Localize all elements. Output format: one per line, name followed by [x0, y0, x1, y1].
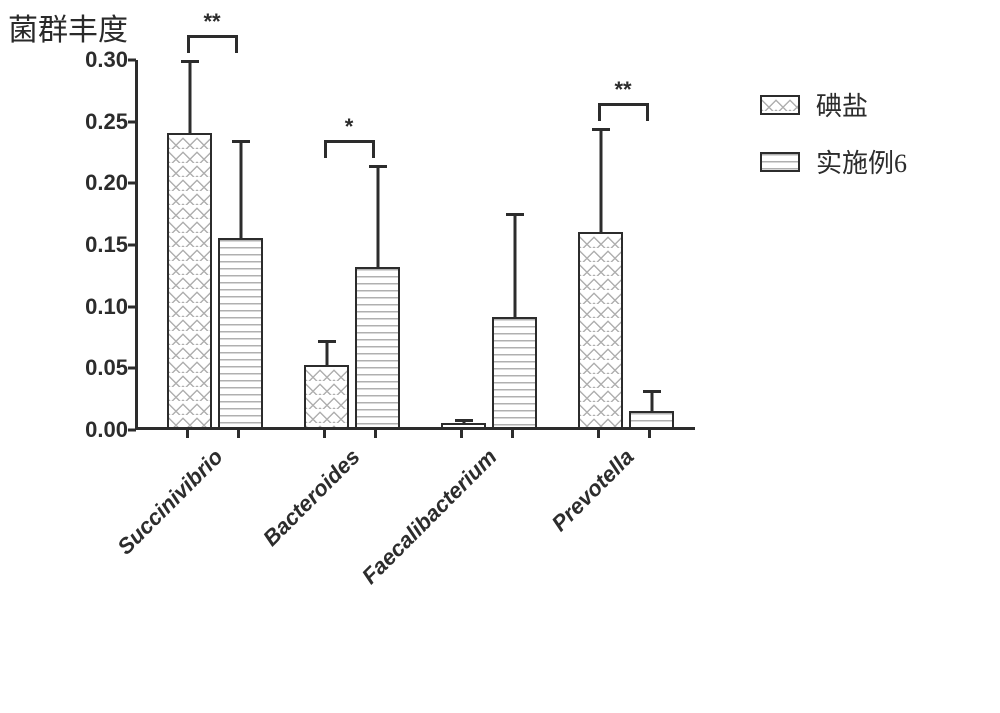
error-bar	[188, 62, 191, 134]
error-bar	[513, 215, 516, 317]
y-tick-mark	[128, 244, 136, 247]
significance-label: **	[614, 77, 631, 103]
significance-bracket	[187, 35, 238, 53]
error-bar	[325, 342, 328, 365]
bar-lines	[629, 411, 674, 427]
error-bar	[599, 130, 602, 232]
bar-cross	[578, 232, 623, 427]
legend-swatch	[760, 152, 800, 172]
x-tick-mark	[237, 430, 240, 438]
y-tick-label: 0.25	[70, 109, 128, 135]
bar-cross	[167, 133, 212, 427]
significance-bracket	[324, 140, 375, 158]
bar-lines	[355, 267, 400, 427]
x-tick-mark	[186, 430, 189, 438]
y-tick-label: 0.20	[70, 170, 128, 196]
bar-lines	[492, 317, 537, 427]
y-tick-mark	[128, 120, 136, 123]
error-bar	[376, 167, 379, 267]
error-cap	[455, 419, 473, 422]
significance-bracket	[598, 103, 649, 121]
x-tick-mark	[374, 430, 377, 438]
error-bar	[650, 392, 653, 411]
legend-item: 实施例6	[760, 143, 907, 180]
bar-cross	[304, 365, 349, 427]
legend-label: 实施例6	[816, 143, 907, 180]
significance-label: *	[345, 114, 354, 140]
y-tick-mark	[128, 305, 136, 308]
error-cap	[506, 213, 524, 216]
y-tick-label: 0.05	[70, 355, 128, 381]
error-cap	[318, 340, 336, 343]
x-tick-mark	[511, 430, 514, 438]
x-tick-label: Bacteroides	[347, 444, 365, 462]
error-cap	[232, 140, 250, 143]
legend-swatch	[760, 95, 800, 115]
legend: 碘盐实施例6	[760, 86, 907, 200]
y-tick-label: 0.15	[70, 232, 128, 258]
significance-label: **	[203, 9, 220, 35]
x-tick-label: Faecalibacterium	[484, 444, 502, 462]
x-tick-label: Succinivibrio	[210, 444, 228, 462]
x-tick-mark	[323, 430, 326, 438]
x-tick-mark	[648, 430, 651, 438]
error-cap	[369, 165, 387, 168]
y-tick-label: 0.30	[70, 47, 128, 73]
error-cap	[643, 390, 661, 393]
bar-lines	[218, 238, 263, 427]
y-tick-label: 0.10	[70, 294, 128, 320]
y-tick-label: 0.00	[70, 417, 128, 443]
y-tick-mark	[128, 367, 136, 370]
error-cap	[181, 60, 199, 63]
chart-title: 菌群丰度	[8, 5, 128, 49]
x-tick-label: Prevotella	[621, 444, 639, 462]
error-cap	[592, 128, 610, 131]
chart-area: 0.00 0.05 0.10 0.15 0.20 0.25 0.30 Succinivibr…	[60, 50, 710, 490]
error-bar	[239, 142, 242, 238]
y-tick-mark	[128, 182, 136, 185]
y-tick-mark	[128, 429, 136, 432]
x-tick-mark	[597, 430, 600, 438]
legend-label: 碘盐	[816, 86, 868, 123]
y-tick-mark	[128, 59, 136, 62]
legend-item: 碘盐	[760, 86, 907, 123]
bar-cross	[441, 423, 486, 427]
x-tick-mark	[460, 430, 463, 438]
